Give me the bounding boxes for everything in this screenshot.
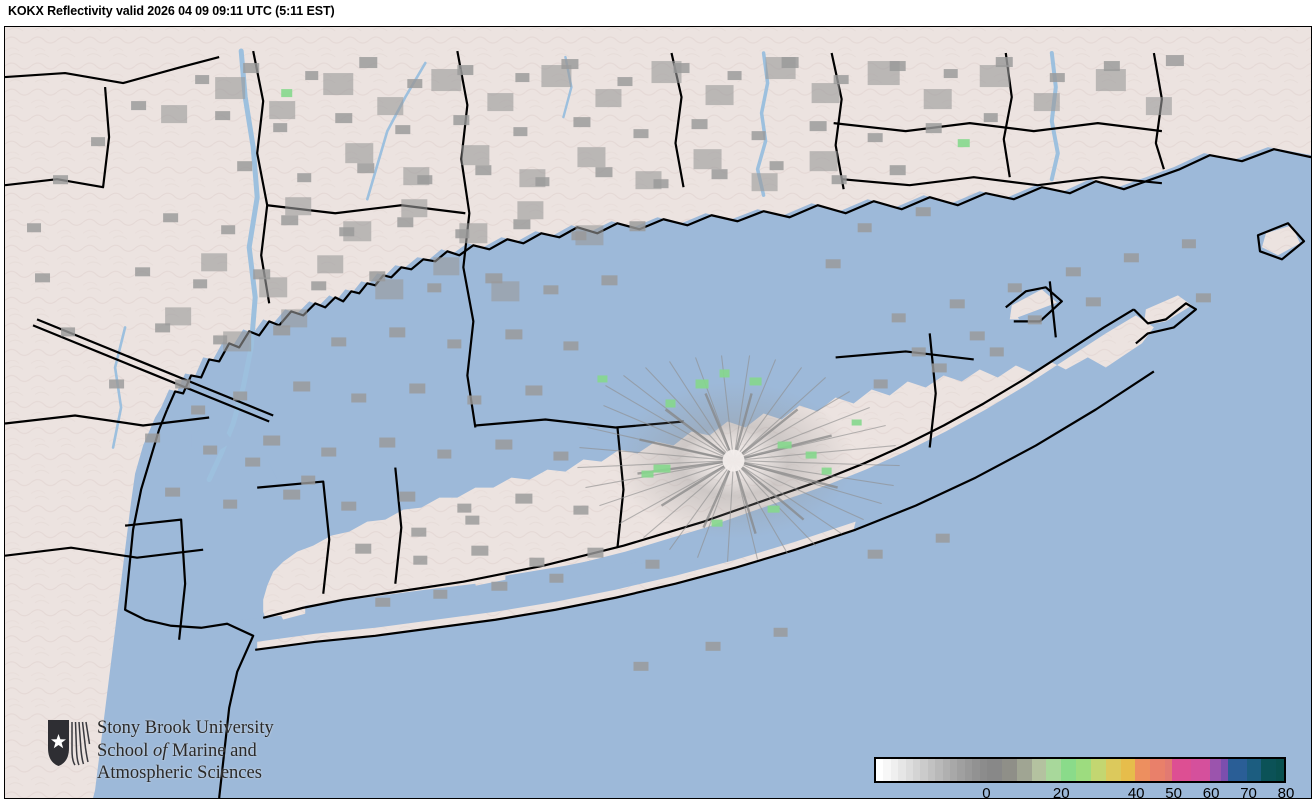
colorbar-segment: [1228, 759, 1247, 781]
colorbar-segment: [1276, 759, 1284, 781]
colorbar-segment: [950, 759, 958, 781]
colorbar-segment: [1120, 759, 1136, 781]
colorbar-tick-40: 40: [1127, 785, 1145, 799]
colorbar-tick-labels: 0 20 40 50 60 70 80: [874, 785, 1294, 799]
colorbar-segment: [1150, 759, 1166, 781]
colorbar-segment: [964, 759, 973, 781]
colorbar-segment: [1090, 759, 1106, 781]
colorbar-segment: [876, 759, 884, 781]
reflectivity-colorbar[interactable]: 0 20 40 50 60 70 80: [874, 757, 1294, 799]
colorbar-segment: [1209, 759, 1221, 781]
colorbar-segment: [905, 759, 914, 781]
colorbar-segment: [1031, 759, 1047, 781]
map-frame[interactable]: Stony Brook University School of Marine …: [4, 26, 1312, 799]
colorbar-tick-20: 20: [1052, 785, 1070, 799]
colorbar-segment: [1001, 759, 1017, 781]
colorbar-segment: [927, 759, 936, 781]
colorbar-segment: [883, 759, 891, 781]
colorbar-segment: [920, 759, 928, 781]
colorbar-tick-80: 80: [1277, 785, 1295, 799]
colorbar-segment: [890, 759, 899, 781]
colorbar-segment: [1105, 759, 1121, 781]
colorbar-segment: [1190, 759, 1210, 781]
colorbar-segment: [935, 759, 943, 781]
colorbar-segment: [987, 759, 1002, 781]
colorbar-tick-0: 0: [982, 785, 991, 799]
colorbar-segment: [979, 759, 988, 781]
colorbar-tick-50: 50: [1165, 785, 1182, 799]
colorbar-tick-60: 60: [1202, 785, 1220, 799]
colorbar-tick-70: 70: [1240, 785, 1257, 799]
colorbar-segment: [1220, 759, 1229, 781]
colorbar-segment: [1076, 759, 1091, 781]
colorbar-segment: [1046, 759, 1062, 781]
colorbar-segment: [913, 759, 921, 781]
colorbar-segment: [1172, 759, 1191, 781]
page-title: KOKX Reflectivity valid 2026 04 09 09:11…: [8, 4, 335, 18]
colorbar-segment: [1261, 759, 1277, 781]
colorbar-segment: [957, 759, 965, 781]
colorbar-segment: [1016, 759, 1032, 781]
colorbar-segment: [942, 759, 951, 781]
colorbar-gradient: [874, 757, 1286, 783]
colorbar-segment: [972, 759, 980, 781]
colorbar-segment: [898, 759, 906, 781]
colorbar-segment: [1135, 759, 1151, 781]
colorbar-segment: [1061, 759, 1077, 781]
colorbar-segment: [1165, 759, 1173, 781]
radar-map-canvas[interactable]: [5, 27, 1311, 798]
colorbar-segment: [1246, 759, 1262, 781]
